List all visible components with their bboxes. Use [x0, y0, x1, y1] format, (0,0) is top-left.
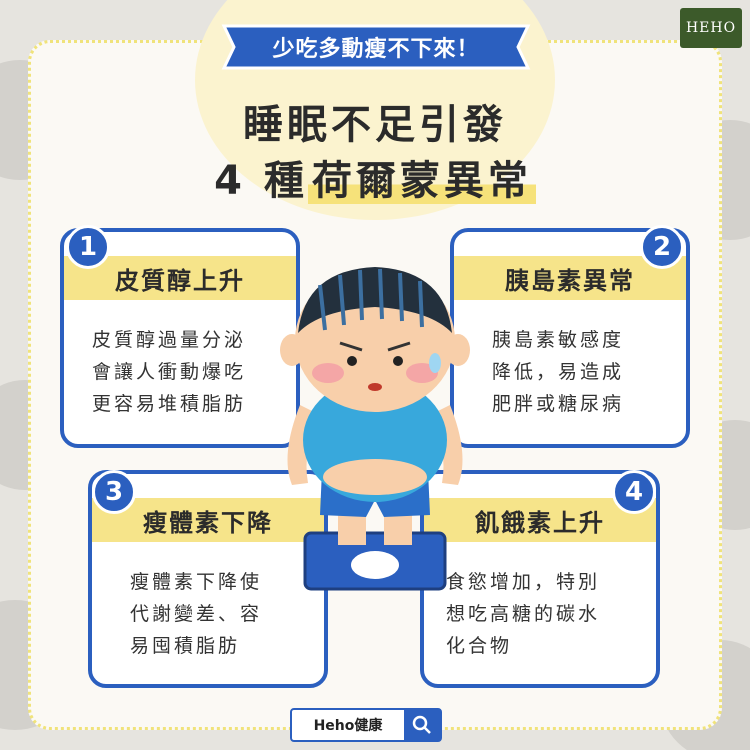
scale-dial [351, 551, 399, 579]
card-number-badge: 2 [640, 225, 684, 269]
card-number-badge: 1 [66, 225, 110, 269]
search-label: Heho健康 [313, 718, 383, 734]
title-highlight: 荷爾蒙異常 [307, 158, 536, 204]
overweight-boy-illustration [280, 267, 470, 591]
headline-banner: 少吃多動瘦不下來！ [218, 22, 534, 72]
card-line: 想吃高糖的碳水 [446, 603, 601, 625]
hormone-card-ghrelin: 飢餓素上升 食慾增加，特別 想吃高糖的碳水 化合物 [420, 470, 660, 688]
hormone-card-leptin: 瘦體素下降 瘦體素下降使 代謝變差、容 易囤積脂肪 [88, 470, 328, 688]
heho-logo[interactable]: HEHO [680, 8, 742, 48]
card-text: 瘦體素下降使 代謝變差、容 易囤積脂肪 [130, 566, 262, 662]
banner-ribbon-shape [221, 24, 531, 70]
search-button[interactable] [404, 710, 440, 740]
card-line: 更容易堆積脂肪 [92, 393, 247, 415]
card-number-badge: 3 [92, 470, 136, 514]
card-title: 胰島素異常 [454, 256, 686, 300]
page-title-line-1: 睡眠不足引發 [243, 102, 507, 148]
card-line: 胰島素敏感度 [492, 329, 625, 351]
card-line: 代謝變差、容 [130, 603, 263, 625]
card-text: 皮質醇過量分泌 會讓人衝動爆吃 更容易堆積脂肪 [92, 324, 246, 420]
card-line: 瘦體素下降使 [130, 571, 263, 593]
card-line: 肥胖或糖尿病 [492, 393, 625, 415]
hormone-card-cortisol: 皮質醇上升 皮質醇過量分泌 會讓人衝動爆吃 更容易堆積脂肪 [60, 228, 300, 448]
card-line: 降低，易造成 [492, 361, 625, 383]
card-text: 胰島素敏感度 降低，易造成 肥胖或糖尿病 [492, 324, 624, 420]
title-prefix: 4 種 [214, 158, 308, 204]
banner-text: 少吃多動瘦不下來！ [272, 37, 480, 62]
card-text: 食慾增加，特別 想吃高糖的碳水 化合物 [446, 566, 600, 662]
card-line: 會讓人衝動爆吃 [92, 361, 247, 383]
card-line: 皮質醇過量分泌 [92, 329, 247, 351]
search-icon [412, 715, 431, 734]
card-number-badge: 4 [612, 470, 656, 514]
card-line: 易囤積脂肪 [130, 635, 241, 657]
page-title-line-2: 4 種荷爾蒙異常 [0, 148, 750, 206]
card-title: 飢餓素上升 [424, 498, 656, 542]
search-bar[interactable]: Heho健康 [290, 708, 442, 742]
card-line: 食慾增加，特別 [446, 571, 601, 593]
card-line: 化合物 [446, 635, 513, 657]
